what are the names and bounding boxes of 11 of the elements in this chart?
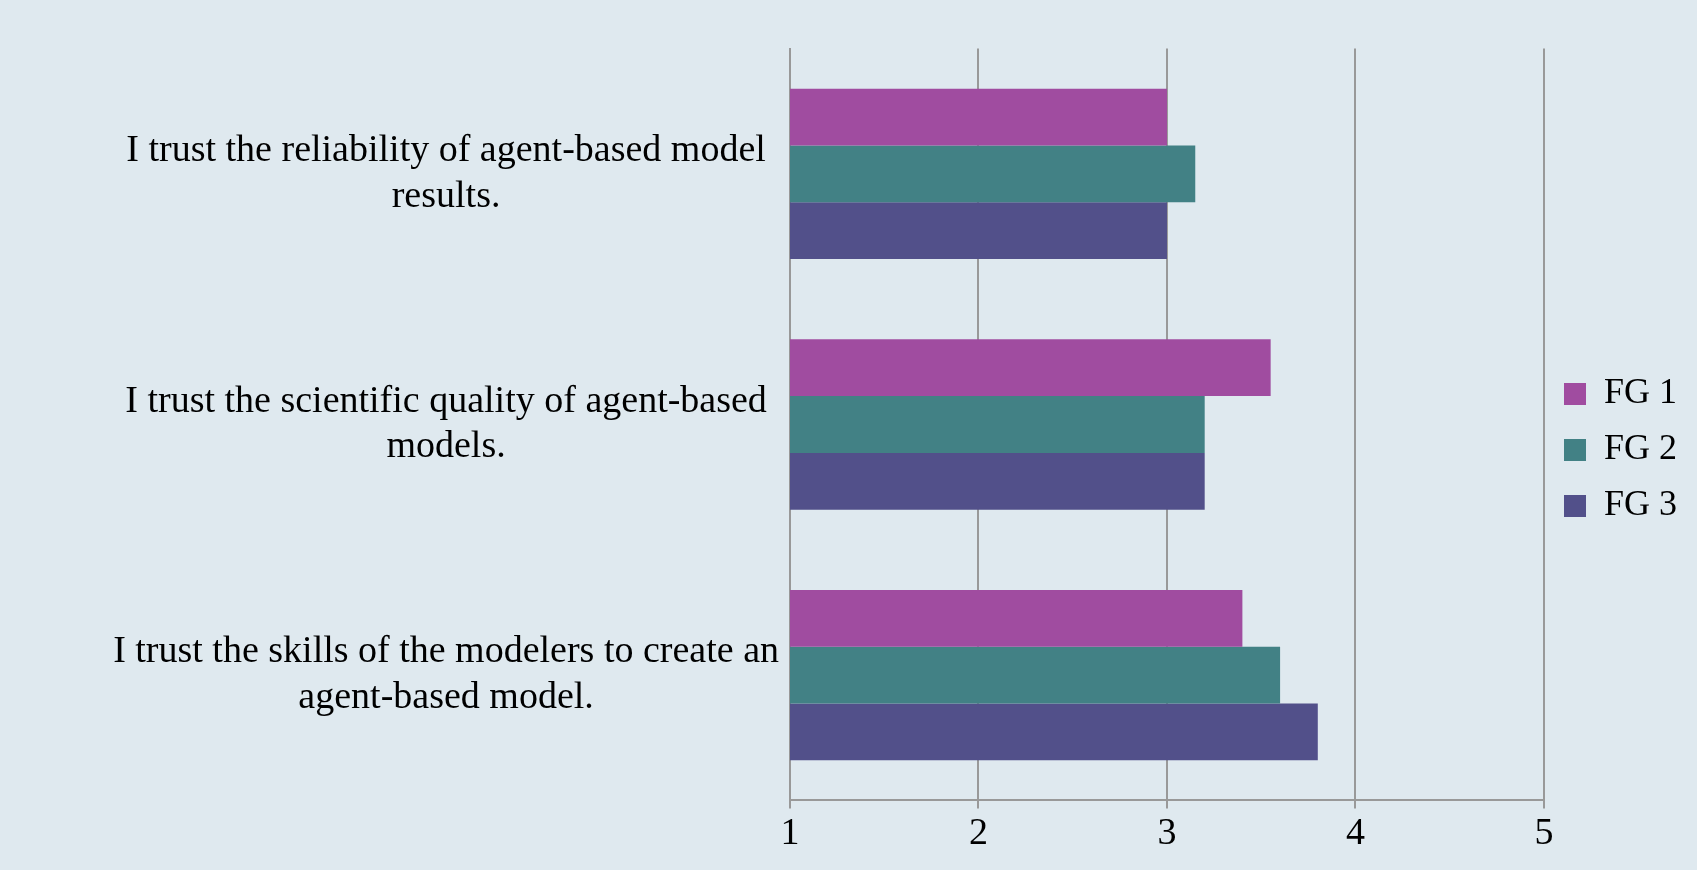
- x-tick-label: 1: [780, 810, 800, 853]
- x-tick-label: 3: [1157, 810, 1177, 853]
- y-tick-label: I trust the reliability of agent-based model results.: [126, 127, 766, 215]
- legend-label: FG 3: [1603, 483, 1678, 524]
- y-tick-label: I trust the skills of the modelers to create an agent-based model.: [113, 628, 779, 716]
- x-tick-label: 4: [1345, 810, 1365, 853]
- x-tick-label: 5: [1534, 810, 1554, 853]
- legend-label: FG 2: [1603, 427, 1678, 468]
- y-tick-label: I trust the scientific quality of agent-based models.: [125, 377, 767, 466]
- x-tick-label: 2: [969, 810, 988, 853]
- legend-label: FG 1: [1603, 371, 1678, 412]
